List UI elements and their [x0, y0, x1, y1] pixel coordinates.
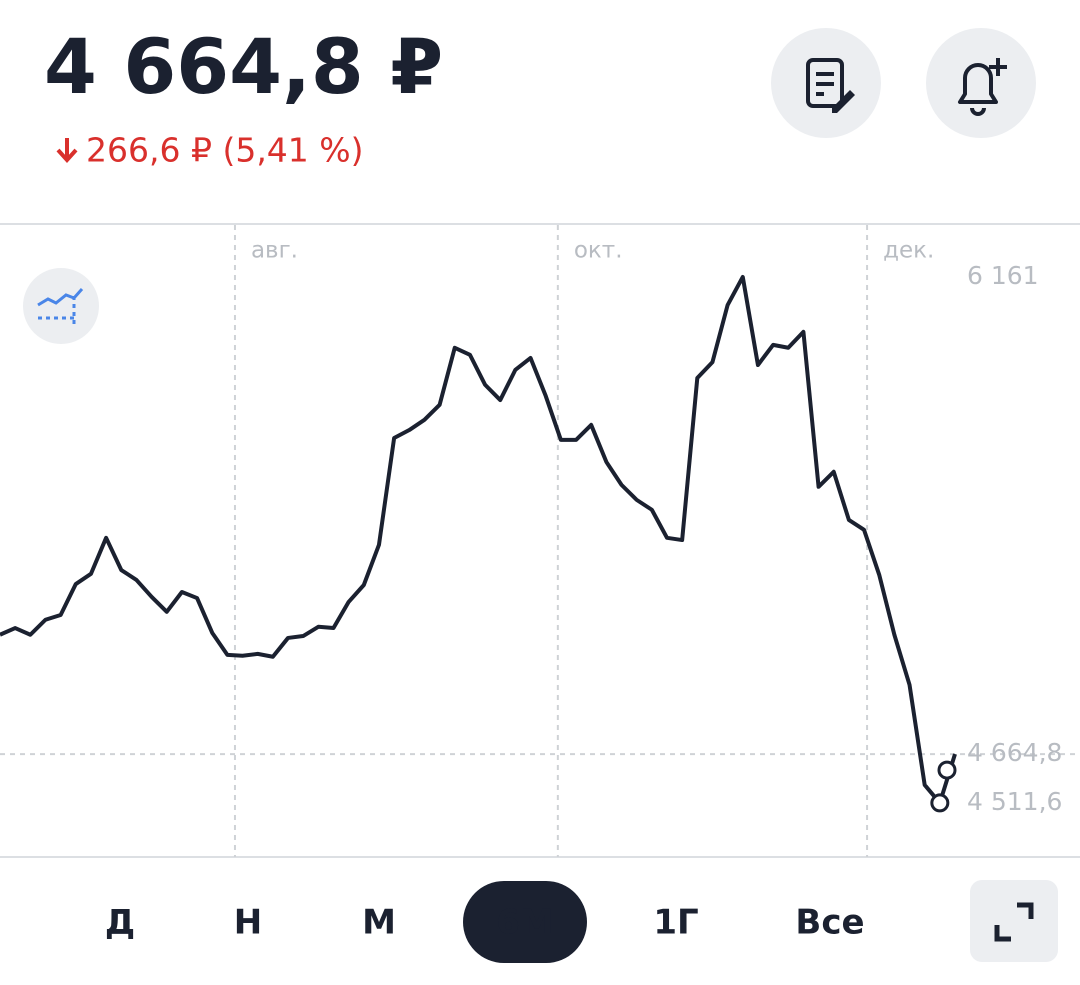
point-marker	[937, 760, 957, 780]
y-tick-label: 6 161	[967, 261, 1039, 290]
notes-button[interactable]	[771, 28, 881, 138]
month-label: дек.	[883, 238, 934, 264]
month-label: окт.	[574, 238, 623, 264]
indicator-button[interactable]	[23, 268, 99, 344]
period-button[interactable]: 1Г	[653, 903, 698, 943]
alert-button[interactable]	[926, 28, 1036, 138]
y-tick-label: 4 664,8	[967, 738, 1062, 767]
point-marker	[930, 793, 950, 813]
month-label: авг.	[251, 238, 298, 264]
period-button[interactable]: М	[362, 903, 396, 943]
expand-icon	[994, 902, 1034, 942]
price: 4 664,8 ₽	[44, 22, 443, 111]
price-change: 266,6 ₽ (5,41 %)	[86, 131, 364, 170]
period-button[interactable]: 6М	[496, 903, 554, 943]
period-button[interactable]: Н	[234, 903, 262, 943]
expand-button[interactable]	[970, 880, 1058, 962]
period-active-bg	[463, 881, 587, 963]
period-button[interactable]: Все	[795, 903, 864, 943]
period-button[interactable]: Д	[105, 903, 135, 943]
price-line	[0, 274, 957, 805]
down-arrow	[56, 138, 78, 163]
y-tick-label: 4 511,6	[967, 787, 1062, 816]
